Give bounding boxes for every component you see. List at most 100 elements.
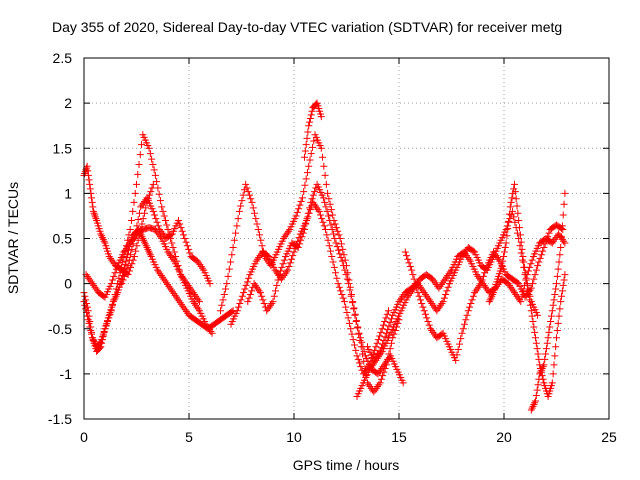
data-point <box>154 222 162 230</box>
data-point <box>324 212 332 220</box>
data-point <box>161 216 169 224</box>
data-point <box>469 292 477 300</box>
data-point <box>398 294 406 302</box>
data-point <box>85 274 93 282</box>
data-point <box>295 240 303 248</box>
data-point <box>180 304 188 312</box>
data-point <box>277 275 285 283</box>
data-point <box>514 294 522 302</box>
data-point <box>121 261 129 269</box>
data-point <box>329 230 337 238</box>
data-point <box>489 290 497 298</box>
data-point <box>491 250 499 258</box>
data-point <box>380 368 388 376</box>
data-point <box>296 201 304 209</box>
data-point <box>377 375 385 383</box>
data-point <box>561 189 569 197</box>
data-point <box>256 231 264 239</box>
x-tick-label: 5 <box>185 429 193 445</box>
data-point <box>439 279 447 287</box>
data-point <box>192 301 200 309</box>
data-point <box>248 287 256 295</box>
data-point <box>320 222 328 230</box>
data-point <box>165 250 173 258</box>
data-point <box>130 198 138 206</box>
data-point <box>551 352 559 360</box>
data-point <box>322 180 330 188</box>
data-point <box>556 305 564 313</box>
data-point <box>457 335 465 343</box>
data-point <box>515 235 523 242</box>
data-point <box>303 169 311 177</box>
series-track-9 <box>301 99 325 161</box>
data-point <box>332 239 340 247</box>
data-point <box>419 287 427 295</box>
data-point <box>424 318 432 326</box>
data-point <box>556 251 564 259</box>
data-point <box>303 134 311 142</box>
y-tick-label: -1.5 <box>48 411 72 427</box>
data-point <box>520 258 528 266</box>
data-point <box>408 266 416 274</box>
data-point <box>510 213 518 221</box>
data-point <box>459 251 467 259</box>
data-point <box>138 141 146 149</box>
data-point <box>500 248 508 256</box>
data-point <box>142 242 150 250</box>
data-point <box>123 265 131 273</box>
data-point <box>553 272 561 280</box>
data-point <box>87 327 95 335</box>
data-point <box>342 303 350 311</box>
data-point <box>469 247 477 255</box>
data-point <box>506 203 514 211</box>
data-point <box>560 276 568 284</box>
data-point <box>429 328 437 336</box>
data-point <box>383 310 391 318</box>
data-point <box>558 292 566 300</box>
data-point <box>300 188 308 196</box>
data-point <box>374 336 382 344</box>
data-point <box>88 334 96 342</box>
data-point <box>251 281 259 289</box>
data-point <box>347 325 355 333</box>
data-point <box>542 236 550 244</box>
data-point <box>176 299 184 307</box>
data-point <box>514 209 522 217</box>
data-point <box>297 236 305 244</box>
data-point <box>331 220 339 228</box>
data-point <box>256 252 264 260</box>
data-point <box>385 307 392 315</box>
data-point <box>301 181 309 189</box>
data-point <box>481 269 489 277</box>
data-point <box>370 356 378 364</box>
data-point <box>156 225 164 233</box>
x-axis-label: GPS time / hours <box>293 457 400 473</box>
data-point <box>384 326 392 334</box>
data-point <box>126 225 134 233</box>
data-point <box>142 204 150 212</box>
data-point <box>371 355 379 363</box>
data-point <box>110 296 118 304</box>
data-point <box>382 361 390 369</box>
data-point <box>154 184 162 192</box>
data-point <box>382 314 390 322</box>
data-point <box>84 171 92 179</box>
data-point <box>250 280 258 288</box>
data-point <box>352 346 360 354</box>
data-point <box>318 215 326 223</box>
data-point <box>463 311 471 319</box>
data-point <box>487 294 495 302</box>
data-point <box>245 294 253 302</box>
data-point <box>320 162 328 170</box>
data-point <box>546 323 554 331</box>
data-point <box>88 280 96 288</box>
data-point <box>386 318 394 326</box>
data-point <box>158 203 166 211</box>
data-point <box>439 298 447 306</box>
data-point <box>517 238 525 246</box>
data-point <box>263 307 271 315</box>
data-point <box>485 298 493 306</box>
data-point <box>239 191 247 199</box>
data-point <box>316 211 324 219</box>
data-point <box>175 216 182 224</box>
